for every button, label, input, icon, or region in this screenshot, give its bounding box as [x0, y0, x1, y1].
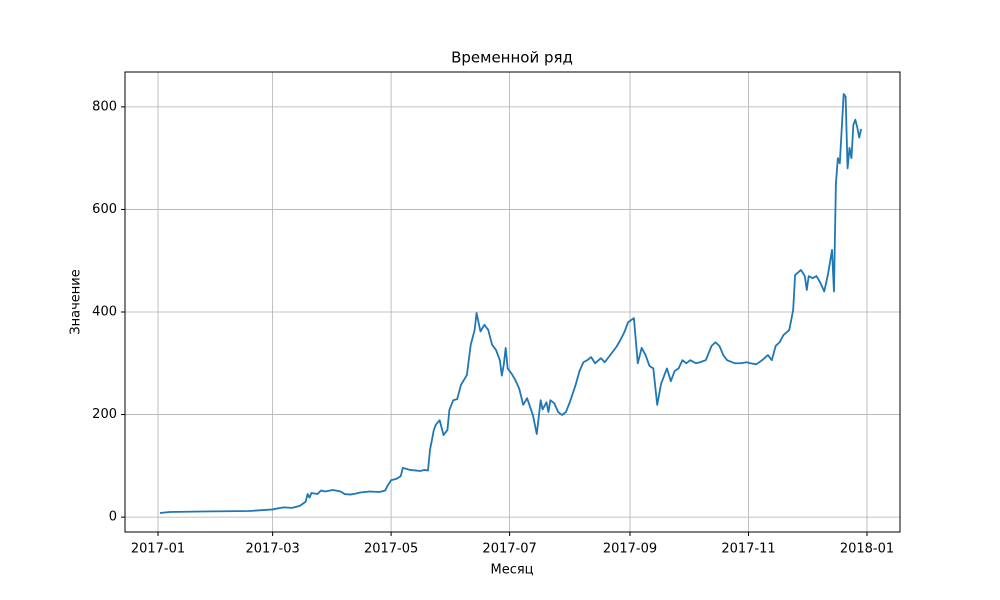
x-tick-label: 2018-01: [840, 542, 894, 557]
y-axis-label: Значение: [69, 269, 84, 334]
chart-title: Временной ряд: [451, 49, 573, 67]
y-tick-label: 400: [92, 305, 117, 320]
axes-frame: [124, 71, 901, 533]
x-axis-label: Месяц: [490, 563, 533, 578]
x-tick-label: 2017-09: [603, 542, 657, 557]
x-tick-label: 2017-07: [482, 542, 536, 557]
x-tick-label: 2017-03: [245, 542, 299, 557]
y-tick-label: 0: [109, 510, 117, 525]
x-tick-label: 2017-01: [131, 542, 185, 557]
y-tick-label: 600: [92, 202, 117, 217]
y-tick-label: 200: [92, 407, 117, 422]
x-tick-label: 2017-11: [721, 542, 775, 557]
y-tick-label: 800: [92, 99, 117, 114]
x-tick-label: 2017-05: [364, 542, 418, 557]
data-line: [159, 93, 863, 514]
